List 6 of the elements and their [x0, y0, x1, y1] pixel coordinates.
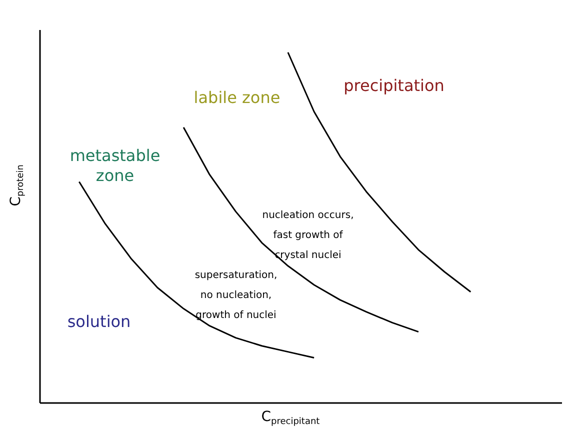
- annotation: supersaturation, no nucleation, growth of nuclei: [194, 270, 278, 321]
- annotation: metastable zone: [70, 146, 160, 185]
- y-axis-title: Cprotein: [8, 164, 26, 206]
- annotation: labile zone: [194, 88, 280, 107]
- annotation: precipitation: [344, 76, 444, 95]
- annotation: solution: [67, 312, 131, 331]
